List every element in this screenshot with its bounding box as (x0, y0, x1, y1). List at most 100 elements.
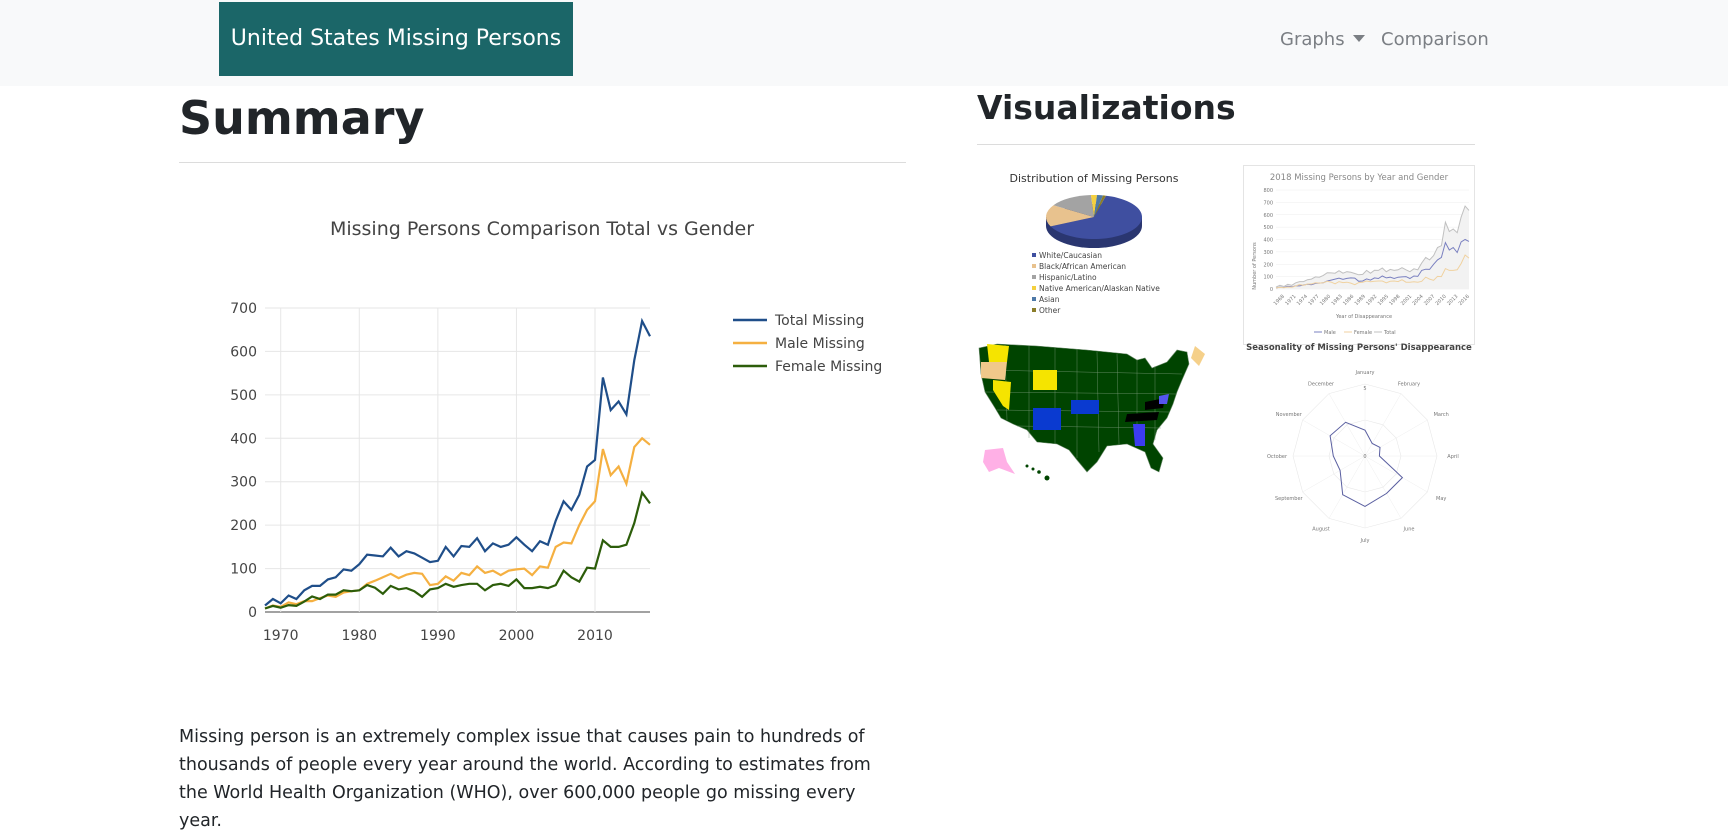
legend-label: Total Missing (774, 313, 864, 329)
caret-down-icon (1352, 35, 1365, 42)
pie-legend-label: Black/African American (1039, 262, 1126, 271)
y-tick-label: 600 (230, 344, 257, 360)
graphs-label: Graphs (1280, 29, 1345, 50)
thumb-x-tick: 1995 (1377, 294, 1390, 307)
thumb-x-tick: 1977 (1307, 294, 1320, 307)
x-tick-label: 2000 (499, 628, 535, 644)
pie-legend-label: Native American/Alaskan Native (1039, 284, 1160, 293)
pie-legend-label: White/Caucasian (1039, 251, 1102, 260)
thumb-area (1276, 206, 1469, 289)
series-line (264, 317, 651, 607)
x-tick-label: 1980 (341, 628, 377, 644)
summary-paragraph: Missing person is an extremely complex i… (179, 727, 871, 831)
radar-spoke (1364, 455, 1402, 519)
thumb-x-tick: 2001 (1400, 294, 1413, 307)
y-tick-label: 0 (248, 605, 257, 621)
thumb-y-tick: 100 (1263, 275, 1273, 281)
radar-title: Seasonality of Missing Persons' Disappea… (1246, 343, 1472, 353)
radar-spoke (1364, 393, 1402, 457)
thumb-x-tick: 2013 (1446, 294, 1459, 307)
y-tick-label: 200 (230, 518, 257, 534)
thumb-x-tick: 1971 (1284, 294, 1297, 307)
us-map-thumbnail[interactable] (977, 340, 1212, 490)
line-thumb-xlabel: Year of Disappearance (1335, 314, 1392, 320)
radar-month-label: September (1275, 496, 1304, 502)
radar-month-label: April (1447, 454, 1458, 460)
thumb-y-tick: 700 (1263, 200, 1273, 206)
state-washington (987, 344, 1009, 362)
thumb-x-tick: 2004 (1411, 294, 1424, 307)
radar-spoke (1302, 419, 1366, 457)
thumb-x-tick: 1983 (1330, 294, 1343, 307)
thumb-series-line (1275, 254, 1470, 289)
radar-chart-thumbnail[interactable]: Seasonality of Missing Persons' Disappea… (1243, 340, 1475, 546)
y-tick-label: 400 (230, 431, 257, 447)
radar-month-label: March (1434, 412, 1449, 418)
state-alabama (1133, 424, 1145, 446)
legend-label: Female Missing (775, 359, 882, 375)
radar-spoke (1364, 455, 1428, 493)
comparison-link[interactable]: Comparison (1381, 29, 1489, 50)
thumb-x-tick: 1968 (1273, 294, 1286, 307)
thumb-y-tick: 300 (1263, 250, 1273, 256)
pie-legend-swatch (1032, 264, 1036, 268)
thumb-x-tick: 2010 (1435, 294, 1448, 307)
radar-month-label: October (1267, 454, 1288, 460)
summary-heading: Summary (179, 91, 425, 145)
brand-link[interactable]: United States Missing Persons (219, 2, 573, 76)
thumb-y-tick: 400 (1263, 238, 1273, 244)
radar-month-label: February (1398, 381, 1420, 387)
thumb-legend-label: Total (1383, 330, 1396, 336)
line-thumb-ylabel: Number of Persons (1252, 242, 1258, 290)
pie-title: Distribution of Missing Persons (1010, 172, 1179, 185)
state-hawaii (1025, 464, 1050, 481)
y-tick-label: 300 (230, 475, 257, 491)
pie-slice (1094, 195, 1103, 217)
thumb-y-tick: 800 (1263, 188, 1273, 194)
state-kansas (1071, 400, 1099, 414)
pie-slice (1045, 205, 1094, 227)
main-line-chart: Missing Persons Comparison Total vs Gend… (179, 200, 906, 680)
thumb-series-line (1275, 205, 1470, 288)
thumb-x-tick: 1989 (1354, 294, 1367, 307)
graphs-dropdown[interactable]: Graphs (1280, 27, 1365, 53)
radar-month-label: July (1360, 538, 1370, 544)
thumb-y-tick: 0 (1270, 287, 1273, 293)
series-line (264, 436, 651, 610)
radar-month-label: December (1308, 381, 1335, 387)
radar-spoke (1364, 419, 1428, 457)
pie-legend-swatch (1032, 286, 1036, 290)
state-maine (1191, 346, 1205, 366)
pie-legend-swatch (1032, 297, 1036, 301)
thumb-x-tick: 1974 (1296, 294, 1309, 307)
pie-slice (1094, 195, 1106, 217)
line-thumb-title: 2018 Missing Persons by Year and Gender (1270, 173, 1449, 183)
pie-slice (1053, 195, 1094, 217)
radar-month-label: August (1312, 527, 1330, 533)
radar-spoke (1328, 455, 1366, 519)
thumb-legend-label: Male (1324, 330, 1336, 336)
pie-slice (1090, 194, 1098, 217)
state-alaska (983, 448, 1015, 474)
pie-legend-swatch (1032, 308, 1036, 312)
state-wyoming (1033, 370, 1057, 390)
x-tick-label: 2010 (577, 628, 613, 644)
pie-legend-swatch (1032, 253, 1036, 257)
thumb-x-tick: 1986 (1342, 294, 1355, 307)
state-nevada (993, 380, 1011, 410)
thumb-y-tick: 500 (1263, 225, 1273, 231)
radar-month-label: June (1403, 527, 1415, 533)
radar-month-label: May (1436, 496, 1446, 502)
radar-spoke (1302, 455, 1366, 493)
thumb-x-tick: 2016 (1458, 294, 1471, 307)
pie-chart-thumbnail[interactable]: Distribution of Missing Persons White/Ca… (977, 165, 1212, 325)
x-tick-label: 1970 (263, 628, 299, 644)
thumb-x-tick: 1992 (1365, 294, 1378, 307)
thumb-x-tick: 1998 (1388, 294, 1401, 307)
y-tick-label: 700 (230, 301, 257, 317)
y-tick-label: 500 (230, 388, 257, 404)
x-tick-label: 1990 (420, 628, 456, 644)
thumb-y-tick: 200 (1263, 262, 1273, 268)
line-chart-thumbnail[interactable]: 2018 Missing Persons by Year and Gender … (1243, 165, 1475, 345)
thumb-x-tick: 2007 (1423, 294, 1436, 307)
